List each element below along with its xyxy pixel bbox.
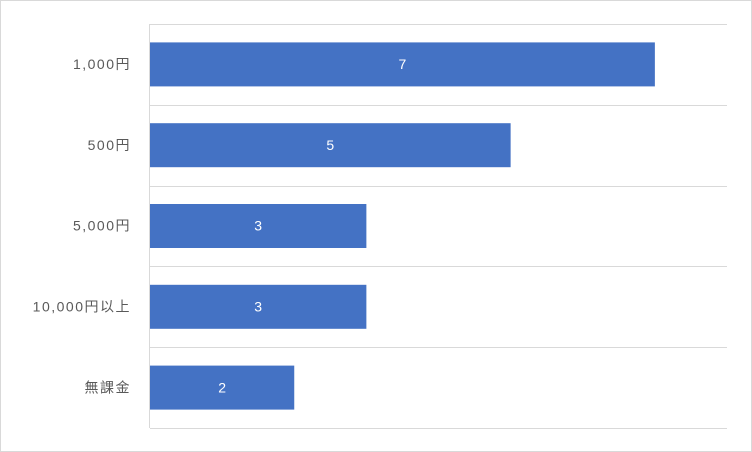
- data-label: 7: [399, 56, 407, 72]
- y-tick-label: 500円: [88, 137, 131, 153]
- data-label: 3: [254, 299, 262, 315]
- bar: [150, 284, 367, 329]
- bar: [150, 204, 367, 248]
- bar: [150, 123, 511, 168]
- y-tick-label: 10,000円以上: [33, 299, 131, 315]
- data-label: 2: [218, 379, 226, 395]
- bar: [150, 42, 655, 87]
- y-tick-label: 無課金: [85, 379, 132, 395]
- data-label: 5: [326, 137, 334, 153]
- bar: [150, 365, 295, 410]
- y-tick-label: 5,000円: [73, 218, 131, 234]
- data-label: 3: [254, 218, 262, 234]
- y-tick-label: 1,000円: [73, 56, 131, 72]
